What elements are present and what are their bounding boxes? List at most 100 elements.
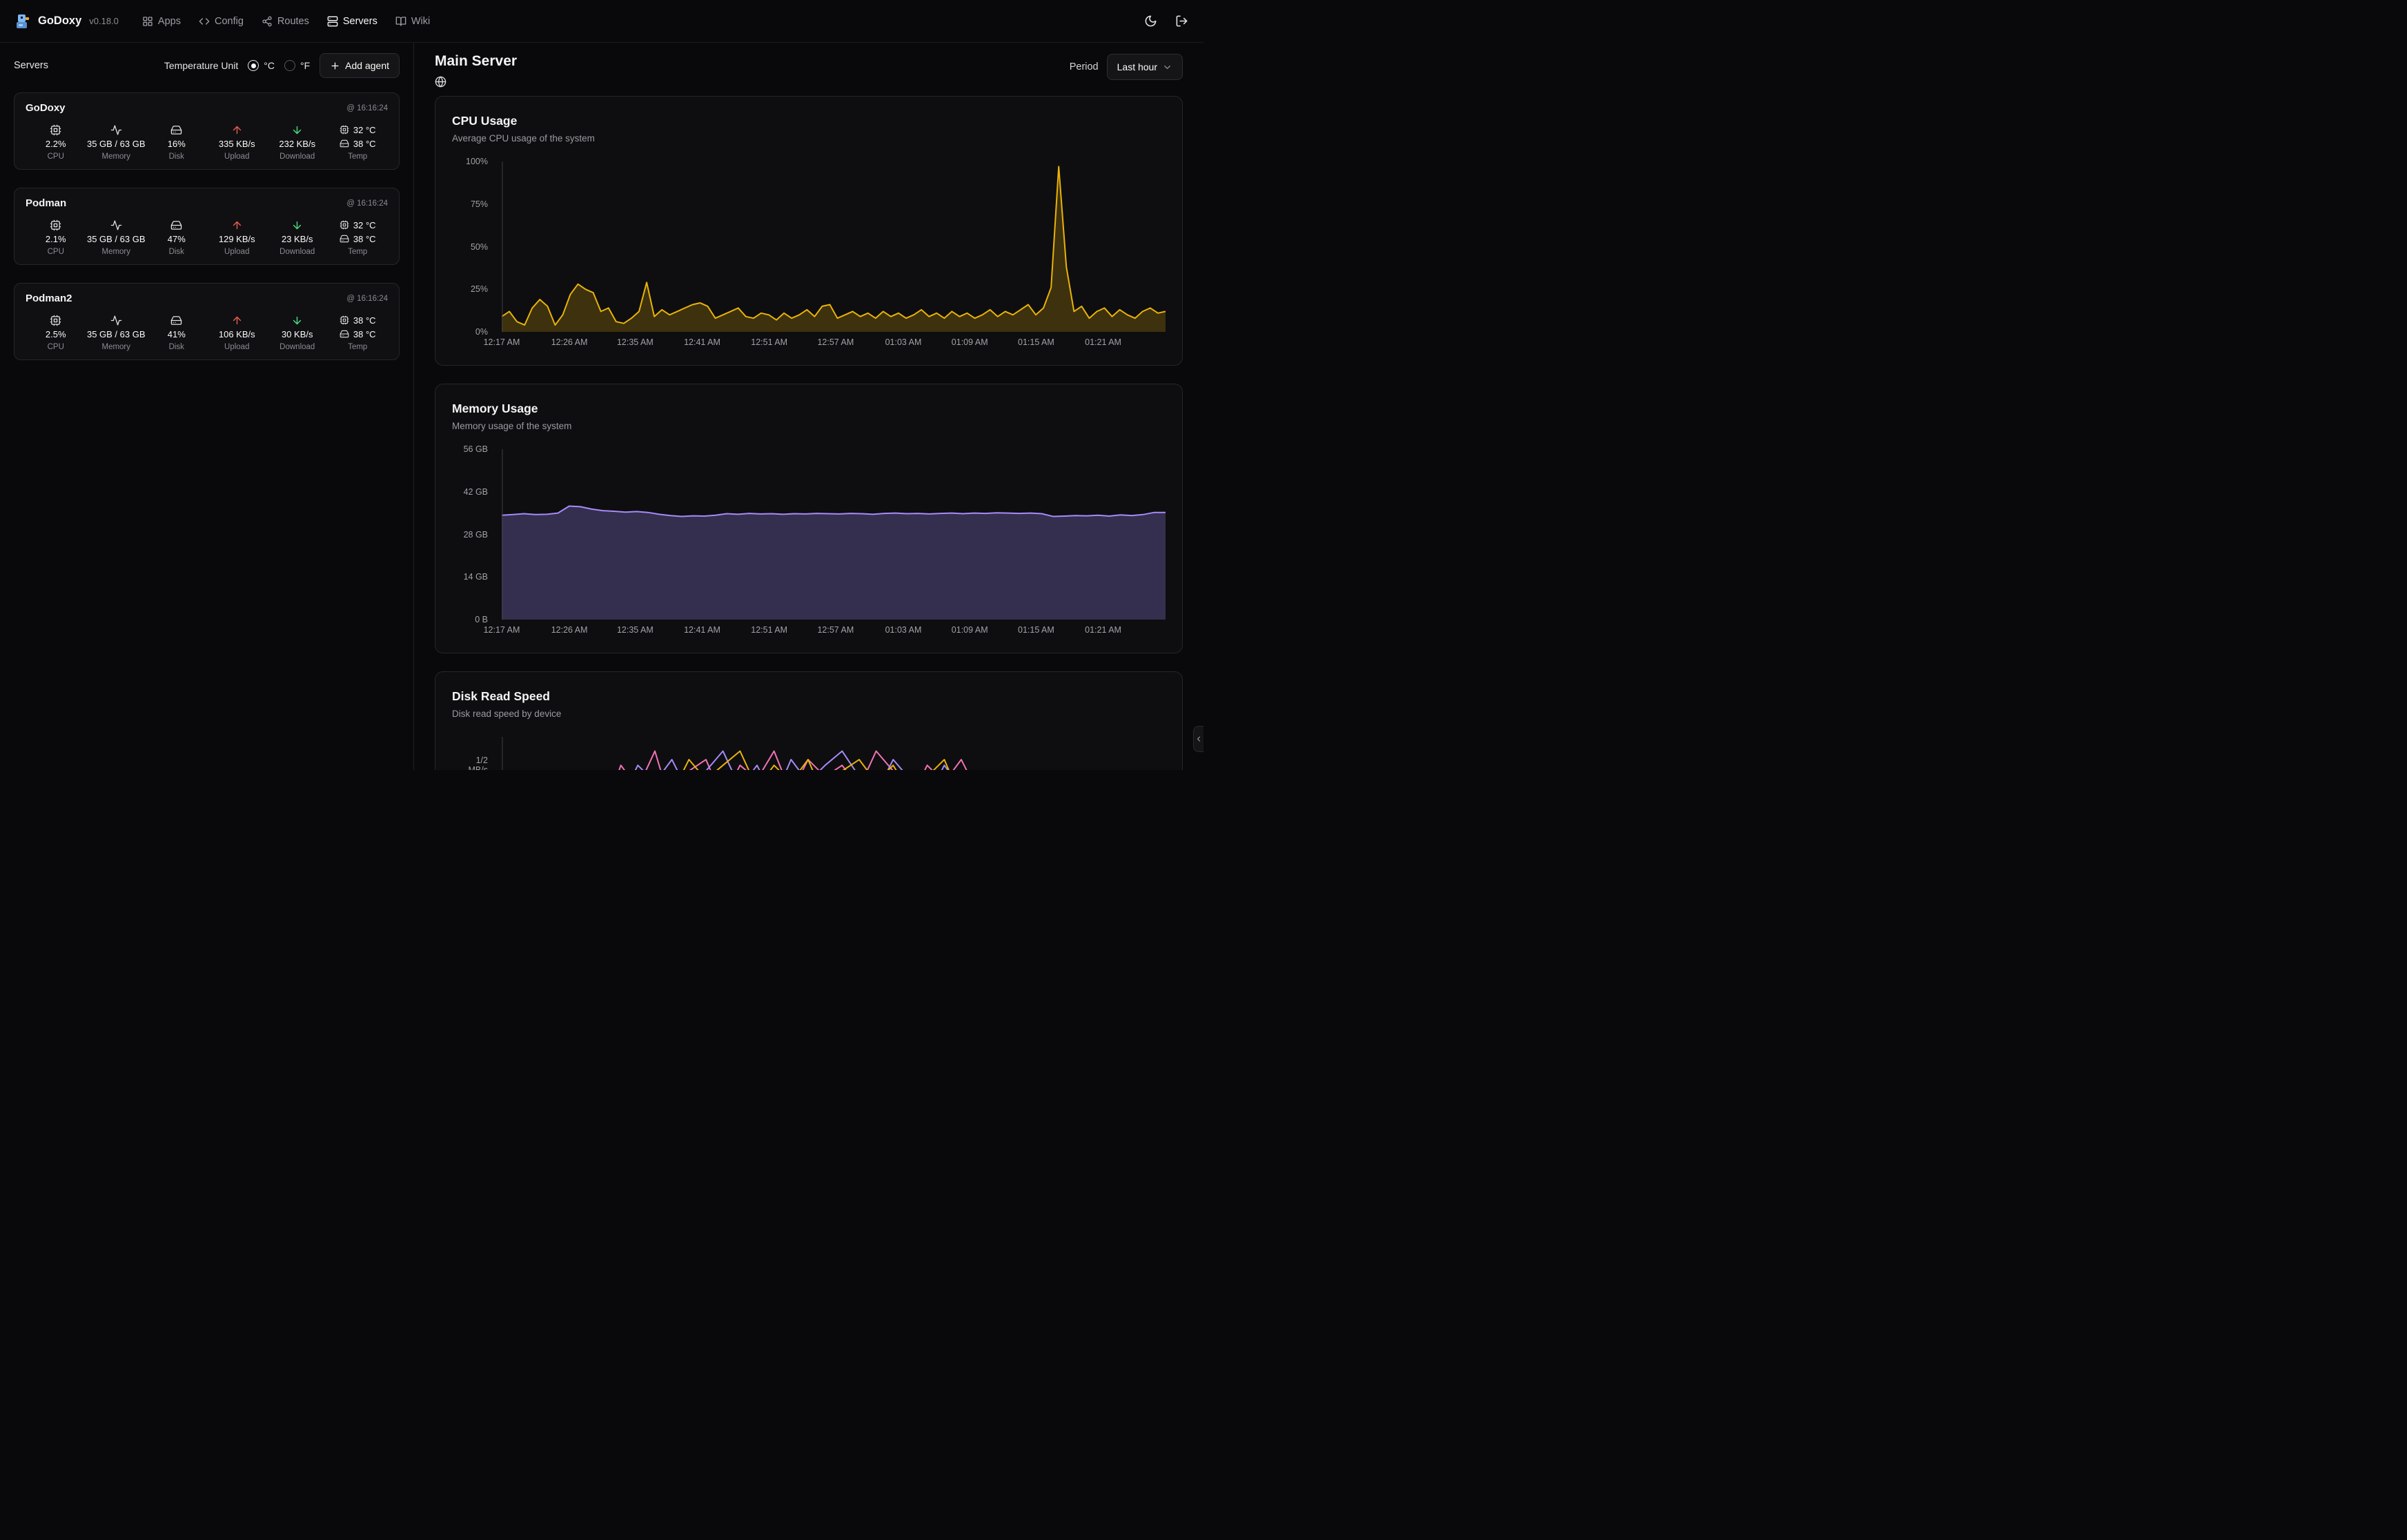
chart-canvas [502,449,1166,620]
main-header: Main Server Period Last hour [435,52,1183,88]
nav-item-label: Config [214,15,244,27]
stat-cpu: 2.1% CPU [26,218,86,256]
nav-actions [1144,14,1188,28]
nav-item-label: Wiki [411,15,431,27]
disk-temp-row: 38 °C [340,137,376,150]
chart-title: CPU Usage [452,114,518,128]
celsius-radio[interactable]: °C [248,60,275,71]
server-name: GoDoxy [26,102,66,114]
server-card[interactable]: Podman @ 16:16:24 2.1% CPU [14,188,400,265]
y-tick-label: 0% [475,327,488,337]
server-timestamp: @ 16:16:24 [346,294,388,303]
globe-icon[interactable] [435,76,446,88]
cpu-chip-icon [50,124,61,135]
plot-area [502,449,1166,620]
nav-item-servers[interactable]: Servers [327,16,377,27]
main-content: Main Server Period Last hour [414,43,1204,770]
stat-temp: 32 °C 38 °C Temp [328,123,389,161]
nav-item-wiki[interactable]: Wiki [395,16,430,27]
server-card[interactable]: GoDoxy @ 16:16:24 2.2% CPU [14,92,400,170]
y-tick-label: 14 GB [463,572,488,582]
servers-panel-title: Servers [14,60,48,71]
server-timestamp: @ 16:16:24 [346,103,388,112]
chevron-left-icon [1197,736,1200,742]
stat-disk: 47% Disk [146,218,207,256]
logout-button[interactable] [1175,14,1188,28]
x-tick-label: 12:51 AM [751,337,788,347]
stat-download: 30 KB/s Download [267,313,328,351]
y-axis: 56 GB 42 GB 28 GB 14 GB 0 B [452,444,495,624]
route-icon [262,16,272,26]
y-tick-label: 42 GB [463,486,488,497]
arrow-up-icon [233,316,241,324]
activity-icon [110,315,121,326]
hard-drive-icon [340,330,349,338]
disk-temp-row: 38 °C [340,232,376,246]
cpu-chip-icon [340,220,349,230]
chevron-down-icon [1164,65,1170,69]
nav-items: Apps Config Routes Server [142,16,430,27]
brand-name: GoDoxy [38,14,82,27]
x-tick-label: 01:21 AM [1085,625,1121,635]
x-tick-label: 12:57 AM [817,625,854,635]
panel-controls: Temperature Unit °C °F Add agent [164,53,400,78]
y-tick-label: 100% [466,157,488,166]
add-agent-button[interactable]: Add agent [320,53,400,78]
page-title: Main Server [435,53,518,69]
x-tick-label: 12:51 AM [751,625,788,635]
hard-drive-icon [171,220,182,230]
theme-toggle-button[interactable] [1144,14,1157,28]
cpu-temp-row: 32 °C [340,123,376,137]
grid-icon [143,16,153,26]
nav-item-routes[interactable]: Routes [262,16,309,27]
brand: GoDoxy v0.18.0 [15,13,119,30]
server-list: GoDoxy @ 16:16:24 2.2% CPU [14,92,400,360]
chart-subtitle: Disk read speed by device [452,709,562,719]
x-tick-label: 01:09 AM [951,337,988,347]
activity-icon [110,219,121,230]
code-icon [199,17,210,25]
app: GoDoxy v0.18.0 Apps Config [0,0,1204,770]
x-tick-label: 12:26 AM [551,625,588,635]
chart-subtitle: Average CPU usage of the system [452,133,595,144]
radio-selected-icon [248,60,259,71]
server-card[interactable]: Podman2 @ 16:16:24 2.5% CPU [14,283,400,360]
x-axis: 12:17 AM 12:26 AM 12:35 AM 12:41 AM 12:51 AM… [484,625,1166,638]
hard-drive-icon [171,315,182,325]
panel-collapse-handle[interactable] [1193,726,1204,752]
y-tick-label: 56 GB [463,444,488,454]
hard-drive-icon [340,235,349,243]
stat-cpu: 2.5% CPU [26,313,86,351]
moon-icon [1145,15,1157,27]
arrow-down-icon [293,221,302,229]
stat-disk: 41% Disk [146,313,207,351]
chart-body: 1/2 MB/s [452,737,1166,770]
fahrenheit-radio[interactable]: °F [284,60,310,71]
chart-canvas [502,737,1166,770]
x-tick-label: 12:57 AM [817,337,854,347]
server-stats-row: 2.2% CPU 35 GB / 63 GB Memory [26,123,388,161]
cpu-temp-row: 38 °C [340,313,376,327]
y-tick-label: 75% [470,199,488,209]
chart-canvas [502,161,1166,332]
stat-disk: 16% Disk [146,123,207,161]
server-stats-row: 2.1% CPU 35 GB / 63 GB Memory [26,218,388,256]
cpu-temp-row: 32 °C [340,218,376,232]
cpu-chip-icon [340,315,349,325]
y-tick-label: 28 GB [463,529,488,540]
nav-item-apps[interactable]: Apps [142,16,181,27]
server-stats-row: 2.5% CPU 35 GB / 63 GB Memory [26,313,388,351]
x-tick-label: 01:15 AM [1017,337,1054,347]
period-select[interactable]: Last hour [1106,54,1183,80]
charts: CPU Usage Average CPU usage of the syste… [435,96,1183,770]
arrow-down-icon [293,316,302,324]
stat-memory: 35 GB / 63 GB Memory [86,218,147,256]
period-cluster: Period Last hour [1070,54,1183,80]
server-card-header: Podman2 @ 16:16:24 [26,293,388,304]
period-label: Period [1069,61,1099,72]
nav-item-config[interactable]: Config [199,16,244,27]
x-tick-label: 12:35 AM [616,337,654,347]
chart-body: 56 GB 42 GB 28 GB 14 GB 0 B [452,444,1166,624]
cpu-chip-icon [50,315,61,326]
chart-body: 100% 75% 50% 25% 0% [452,157,1166,337]
